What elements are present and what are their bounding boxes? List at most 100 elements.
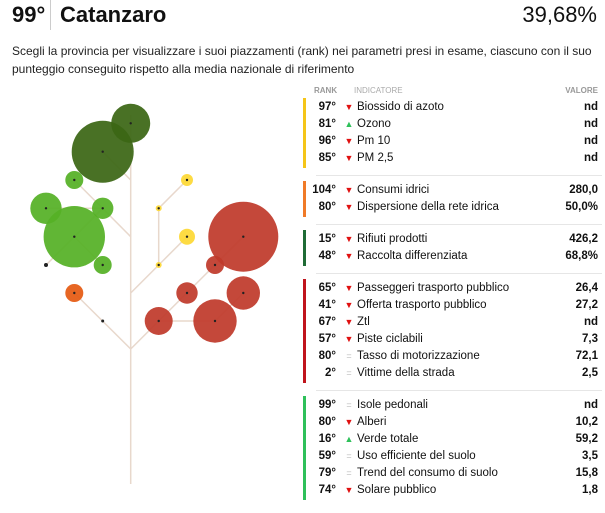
indicator-value: 26,4	[575, 282, 598, 294]
rank-value: 15°	[318, 233, 336, 245]
indicator-name: Isole pedonali	[357, 399, 428, 411]
indicator-group: 65° ▼ Passeggeri trasporto pubblico 26,4…	[303, 279, 602, 391]
trend-equal-icon: =	[346, 400, 352, 410]
province-name[interactable]: Catanzaro	[60, 2, 167, 27]
col-rank: RANK	[314, 86, 338, 95]
indicator-name: Piste ciclabili	[357, 333, 423, 345]
indicator-value: 7,3	[582, 333, 598, 345]
table-row[interactable]: 57° ▼ Piste ciclabili 7,3	[306, 331, 598, 348]
trend-equal-icon: =	[346, 351, 352, 361]
indicator-value: 280,0	[569, 184, 598, 196]
table-row[interactable]: 15° ▼ Rifiuti prodotti 426,2	[306, 231, 598, 248]
table-row[interactable]: 59° = Uso efficiente del suolo 3,5	[306, 448, 598, 465]
trend-down-icon: ▼	[344, 202, 354, 212]
table-row[interactable]: 97° ▼ Biossido di azoto nd	[306, 99, 598, 116]
trend-equal-icon: =	[346, 451, 352, 461]
indicator-value: nd	[583, 316, 598, 328]
bubble-center-dot	[44, 207, 48, 210]
rank-value: 81°	[318, 118, 336, 130]
indicator-name: Consumi idrici	[357, 184, 430, 196]
table-row[interactable]: 80° = Tasso di motorizzazione 72,1	[306, 348, 598, 365]
indicator-group: 15° ▼ Rifiuti prodotti 426,2 48° ▼ Raccol…	[303, 230, 602, 274]
overall-score: 39,68%	[522, 2, 597, 27]
indicator-value: 15,8	[575, 467, 598, 479]
rank-value: 16°	[318, 433, 336, 445]
indicator-name: Ztl	[357, 316, 370, 328]
table-row[interactable]: 65° ▼ Passeggeri trasporto pubblico 26,4	[306, 280, 598, 297]
bubble-center-dot	[185, 291, 189, 295]
rank-value: 65°	[318, 282, 336, 294]
col-value: VALORE	[565, 86, 598, 95]
indicator-name: Biossido di azoto	[357, 101, 444, 113]
indicator-table: RANK INDICATORE VALORE 97° ▼ Biossido di…	[303, 86, 602, 513]
rank-value: 97°	[318, 101, 336, 113]
indicator-value: 59,2	[575, 433, 598, 445]
indicator-name: Solare pubblico	[357, 484, 437, 496]
indicator-name: Offerta trasporto pubblico	[357, 299, 487, 311]
trend-down-icon: ▼	[344, 185, 354, 195]
indicator-name: Alberi	[357, 416, 387, 428]
indicator-value: 68,8%	[565, 250, 598, 262]
bubble-center-dot	[101, 207, 104, 210]
col-indicator: INDICATORE	[354, 86, 403, 95]
table-row[interactable]: 48° ▼ Raccolta differenziata 68,8%	[306, 248, 598, 265]
indicator-value: 50,0%	[565, 201, 598, 213]
table-row[interactable]: 80° ▼ Dispersione della rete idrica 50,0…	[306, 199, 598, 216]
bubble-center-dot	[73, 291, 76, 295]
trend-down-icon: ▼	[344, 485, 354, 495]
bubble-center-dot	[101, 150, 104, 153]
bubble-center-dot	[242, 291, 245, 295]
indicator-name: Vittime della strada	[357, 367, 455, 379]
indicator-tree	[30, 103, 279, 484]
indicator-value: nd	[583, 118, 598, 130]
trend-down-icon: ▼	[344, 334, 354, 344]
rank-value: 48°	[318, 250, 336, 262]
indicator-value: nd	[583, 101, 598, 113]
header-divider	[50, 0, 51, 30]
rank-value: 41°	[318, 299, 336, 311]
indicator-value: nd	[583, 135, 598, 147]
trend-up-icon: ▲	[344, 119, 354, 129]
indicator-bubble	[101, 319, 105, 323]
rank-value: 57°	[318, 333, 336, 345]
trend-equal-icon: =	[346, 468, 352, 478]
rank-value: 80°	[318, 416, 336, 428]
trend-down-icon: ▼	[344, 251, 354, 261]
bubble-center-dot	[73, 178, 76, 182]
indicator-name: Pm 10	[357, 135, 391, 147]
indicator-name: Dispersione della rete idrica	[357, 201, 499, 213]
table-row[interactable]: 79° = Trend del consumo di suolo 15,8	[306, 465, 598, 482]
indicator-name: Rifiuti prodotti	[357, 233, 428, 245]
trend-down-icon: ▼	[344, 234, 354, 244]
table-row[interactable]: 99° = Isole pedonali nd	[306, 397, 598, 414]
table-row[interactable]: 74° ▼ Solare pubblico 1,8	[306, 482, 598, 499]
trend-up-icon: ▲	[344, 434, 354, 444]
table-row[interactable]: 85° ▼ PM 2,5 nd	[306, 150, 598, 167]
tree-branch	[158, 179, 188, 209]
indicator-value: nd	[583, 399, 598, 411]
indicator-name: Tasso di motorizzazione	[357, 350, 480, 362]
rank-value: 2°	[325, 367, 336, 379]
indicator-value: 2,5	[582, 367, 598, 379]
indicator-value: 3,5	[582, 450, 598, 462]
indicator-value: 426,2	[569, 233, 598, 245]
indicator-group: 104° ▼ Consumi idrici 280,0 80° ▼ Dispers…	[303, 181, 602, 225]
overall-rank: 99°	[12, 2, 46, 27]
rank-value: 99°	[318, 399, 336, 411]
table-row[interactable]: 16° ▲ Verde totale 59,2	[306, 431, 598, 448]
indicator-value: nd	[583, 152, 598, 164]
table-row[interactable]: 96° ▼ Pm 10 nd	[306, 133, 598, 150]
table-row[interactable]: 104° ▼ Consumi idrici 280,0	[306, 182, 598, 199]
indicator-value: 72,1	[575, 350, 598, 362]
trend-down-icon: ▼	[344, 300, 354, 310]
table-row[interactable]: 80° ▼ Alberi 10,2	[306, 414, 598, 431]
table-row[interactable]: 41° ▼ Offerta trasporto pubblico 27,2	[306, 297, 598, 314]
table-row[interactable]: 2° = Vittime della strada 2,5	[306, 365, 598, 382]
rank-value: 80°	[318, 201, 336, 213]
indicator-name: Ozono	[357, 118, 391, 130]
table-row[interactable]: 67° ▼ Ztl nd	[306, 314, 598, 331]
table-row[interactable]: 81° ▲ Ozono nd	[306, 116, 598, 133]
bubble-center-dot	[101, 263, 104, 267]
rank-value: 59°	[318, 450, 336, 462]
indicator-value: 27,2	[575, 299, 598, 311]
